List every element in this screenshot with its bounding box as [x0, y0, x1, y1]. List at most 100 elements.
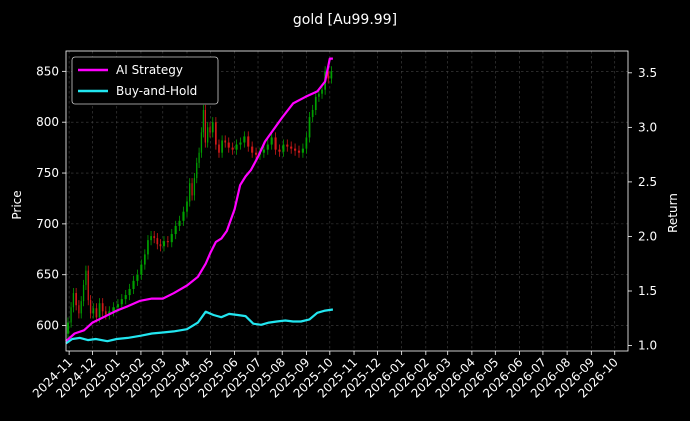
candle-body [198, 152, 200, 163]
chart-title: gold [Au99.99] [293, 12, 397, 28]
candle-body [321, 89, 323, 94]
candle-body [294, 148, 297, 151]
y-right-tick-label: 3.0 [638, 120, 657, 134]
candle-body [191, 183, 193, 196]
candle-body [330, 71, 333, 79]
y-left-tick-label: 800 [36, 115, 59, 129]
candle-body [153, 236, 156, 239]
candle-body [132, 280, 135, 289]
candle-body [82, 284, 85, 302]
candle-body [70, 307, 72, 323]
candle-body [147, 240, 149, 255]
candle-body [224, 140, 227, 143]
candle-body [66, 322, 70, 334]
candle-body [251, 146, 254, 153]
y-right-axis-label: Return [666, 193, 680, 233]
candle-body [221, 140, 223, 153]
candle-body [286, 144, 289, 147]
candle-body [308, 117, 311, 138]
candle-body [170, 234, 173, 243]
candle-body [270, 137, 273, 145]
candle-body [101, 303, 104, 312]
candle-body [247, 136, 250, 147]
candle-body [92, 308, 95, 314]
candle-body [72, 293, 75, 308]
candle-body [202, 109, 204, 133]
candle-body [112, 307, 115, 312]
candle-body [75, 293, 78, 306]
y-left-tick-label: 650 [36, 268, 59, 282]
legend: AI Strategy Buy-and-Hold [71, 56, 219, 105]
candle-body [204, 109, 206, 143]
candle-body [85, 270, 87, 285]
y-right-tick-label: 1.5 [638, 284, 657, 298]
candle-body [239, 142, 242, 145]
candle-body [174, 225, 177, 235]
candle-body [200, 132, 203, 153]
candle-body [254, 152, 258, 155]
candle-body [297, 150, 301, 153]
candle-body [243, 136, 246, 143]
y-left-tick-label: 700 [36, 217, 59, 231]
candle-body [227, 142, 230, 148]
candle-body [262, 149, 265, 153]
y-right-tick-label: 1.0 [638, 339, 657, 353]
right-axis: 1.0 1.5 2.0 2.5 3.0 3.5 [628, 66, 657, 353]
candle-body [143, 254, 146, 265]
return-lines [65, 57, 334, 345]
candle-body [136, 274, 139, 281]
candle-body [278, 149, 281, 152]
candle-body [156, 238, 159, 245]
y-right-tick-label: 3.5 [638, 66, 657, 80]
candle-body [104, 311, 107, 315]
candle-body [182, 211, 185, 221]
candle-body [274, 137, 277, 150]
candle-body [282, 144, 285, 152]
candle-body [186, 201, 188, 212]
candle-body [231, 147, 234, 150]
buy-and-hold-line [65, 308, 334, 345]
candle-body [211, 122, 214, 133]
candle-body [196, 162, 198, 179]
legend-label-buy-and-hold: Buy-and-Hold [116, 84, 197, 98]
candle-body [218, 144, 220, 153]
candle-body [124, 295, 127, 300]
candle-body [178, 220, 181, 226]
candle-body [193, 178, 196, 196]
candle-body [128, 288, 131, 296]
left-axis: 600 650 700 750 800 850 [36, 64, 66, 333]
candle-body [166, 241, 169, 243]
candle-body [150, 236, 152, 241]
y-left-tick-label: 850 [36, 64, 59, 78]
candle-body [140, 264, 143, 275]
candle-body [80, 301, 82, 314]
candle-body [290, 146, 293, 149]
candle-body [207, 127, 209, 143]
candle-body [89, 300, 92, 314]
y-left-tick-label: 750 [36, 166, 59, 180]
y-right-tick-label: 2.0 [638, 229, 657, 243]
candle-body [327, 71, 330, 79]
candle-body [108, 311, 111, 315]
plot-frame [65, 50, 629, 352]
candle-body [305, 137, 308, 149]
ai-strategy-line [65, 57, 333, 343]
legend-label-ai-strategy: AI Strategy [116, 63, 183, 77]
y-left-axis-label: Price [10, 190, 24, 219]
candle-body [116, 304, 119, 308]
price-candles [66, 66, 333, 339]
candle-body [95, 308, 98, 318]
candle-body [189, 183, 191, 202]
candle-body [78, 305, 80, 314]
y-left-tick-label: 600 [36, 319, 59, 333]
candle-body [266, 144, 269, 150]
candle-body [162, 241, 166, 247]
candle-body [314, 96, 317, 110]
candle-body [235, 144, 238, 150]
candle-body [87, 270, 89, 301]
candle-body [159, 244, 162, 247]
candle-body [215, 122, 217, 145]
candle-body [318, 93, 320, 97]
